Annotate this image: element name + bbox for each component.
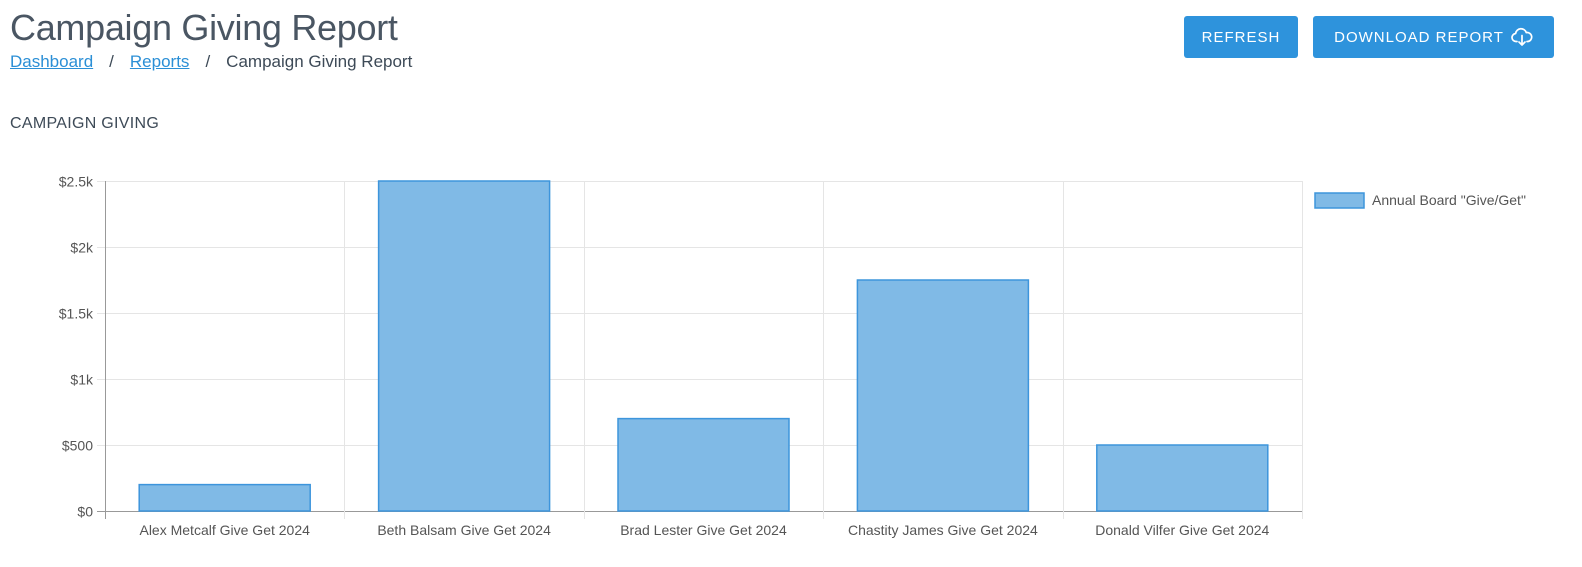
x-tick-label: Chastity James Give Get 2024 [848, 522, 1038, 538]
x-tick-label: Alex Metcalf Give Get 2024 [139, 522, 310, 538]
campaign-giving-chart: $0 $500 $1k $1.5k $2k $2.5k Alex Metcalf Give … [59, 174, 1526, 539]
x-tick-label: Donald Vilfer Give Get 2024 [1095, 522, 1269, 538]
breadcrumb-current: Campaign Giving Report [226, 52, 413, 71]
refresh-button[interactable]: REFRESH [1184, 16, 1298, 58]
cloud-download-icon [1511, 27, 1533, 47]
y-tick-label: $500 [62, 438, 93, 454]
bar [856, 279, 1030, 512]
breadcrumb-link-reports[interactable]: Reports [129, 52, 190, 71]
bar [1096, 444, 1269, 512]
refresh-button-label: REFRESH [1201, 28, 1281, 46]
bar [377, 180, 551, 512]
download-report-button[interactable]: DOWNLOAD REPORT [1313, 16, 1554, 58]
legend-label: Annual Board "Give/Get" [1372, 192, 1526, 208]
y-tick-label: $1k [70, 372, 94, 388]
page-title: Campaign Giving Report [10, 7, 398, 48]
bar [138, 483, 311, 512]
x-tick-label: Brad Lester Give Get 2024 [620, 522, 787, 538]
y-tick-label: $0 [77, 504, 93, 520]
breadcrumb-separator: / [109, 52, 114, 71]
breadcrumb-link-dashboard[interactable]: Dashboard [10, 52, 94, 71]
section-title: CAMPAIGN GIVING [10, 115, 160, 132]
download-report-button-label: DOWNLOAD REPORT [1334, 28, 1504, 46]
y-tick-label: $1.5k [59, 306, 94, 322]
bar [617, 417, 790, 512]
y-tick-label: $2k [70, 240, 94, 256]
y-tick-label: $2.5k [59, 174, 94, 190]
breadcrumb: Dashboard / Reports / Campaign Giving Report [10, 51, 412, 73]
breadcrumb-separator: / [205, 52, 211, 71]
x-tick-label: Beth Balsam Give Get 2024 [377, 522, 551, 538]
legend-swatch [1314, 192, 1365, 209]
